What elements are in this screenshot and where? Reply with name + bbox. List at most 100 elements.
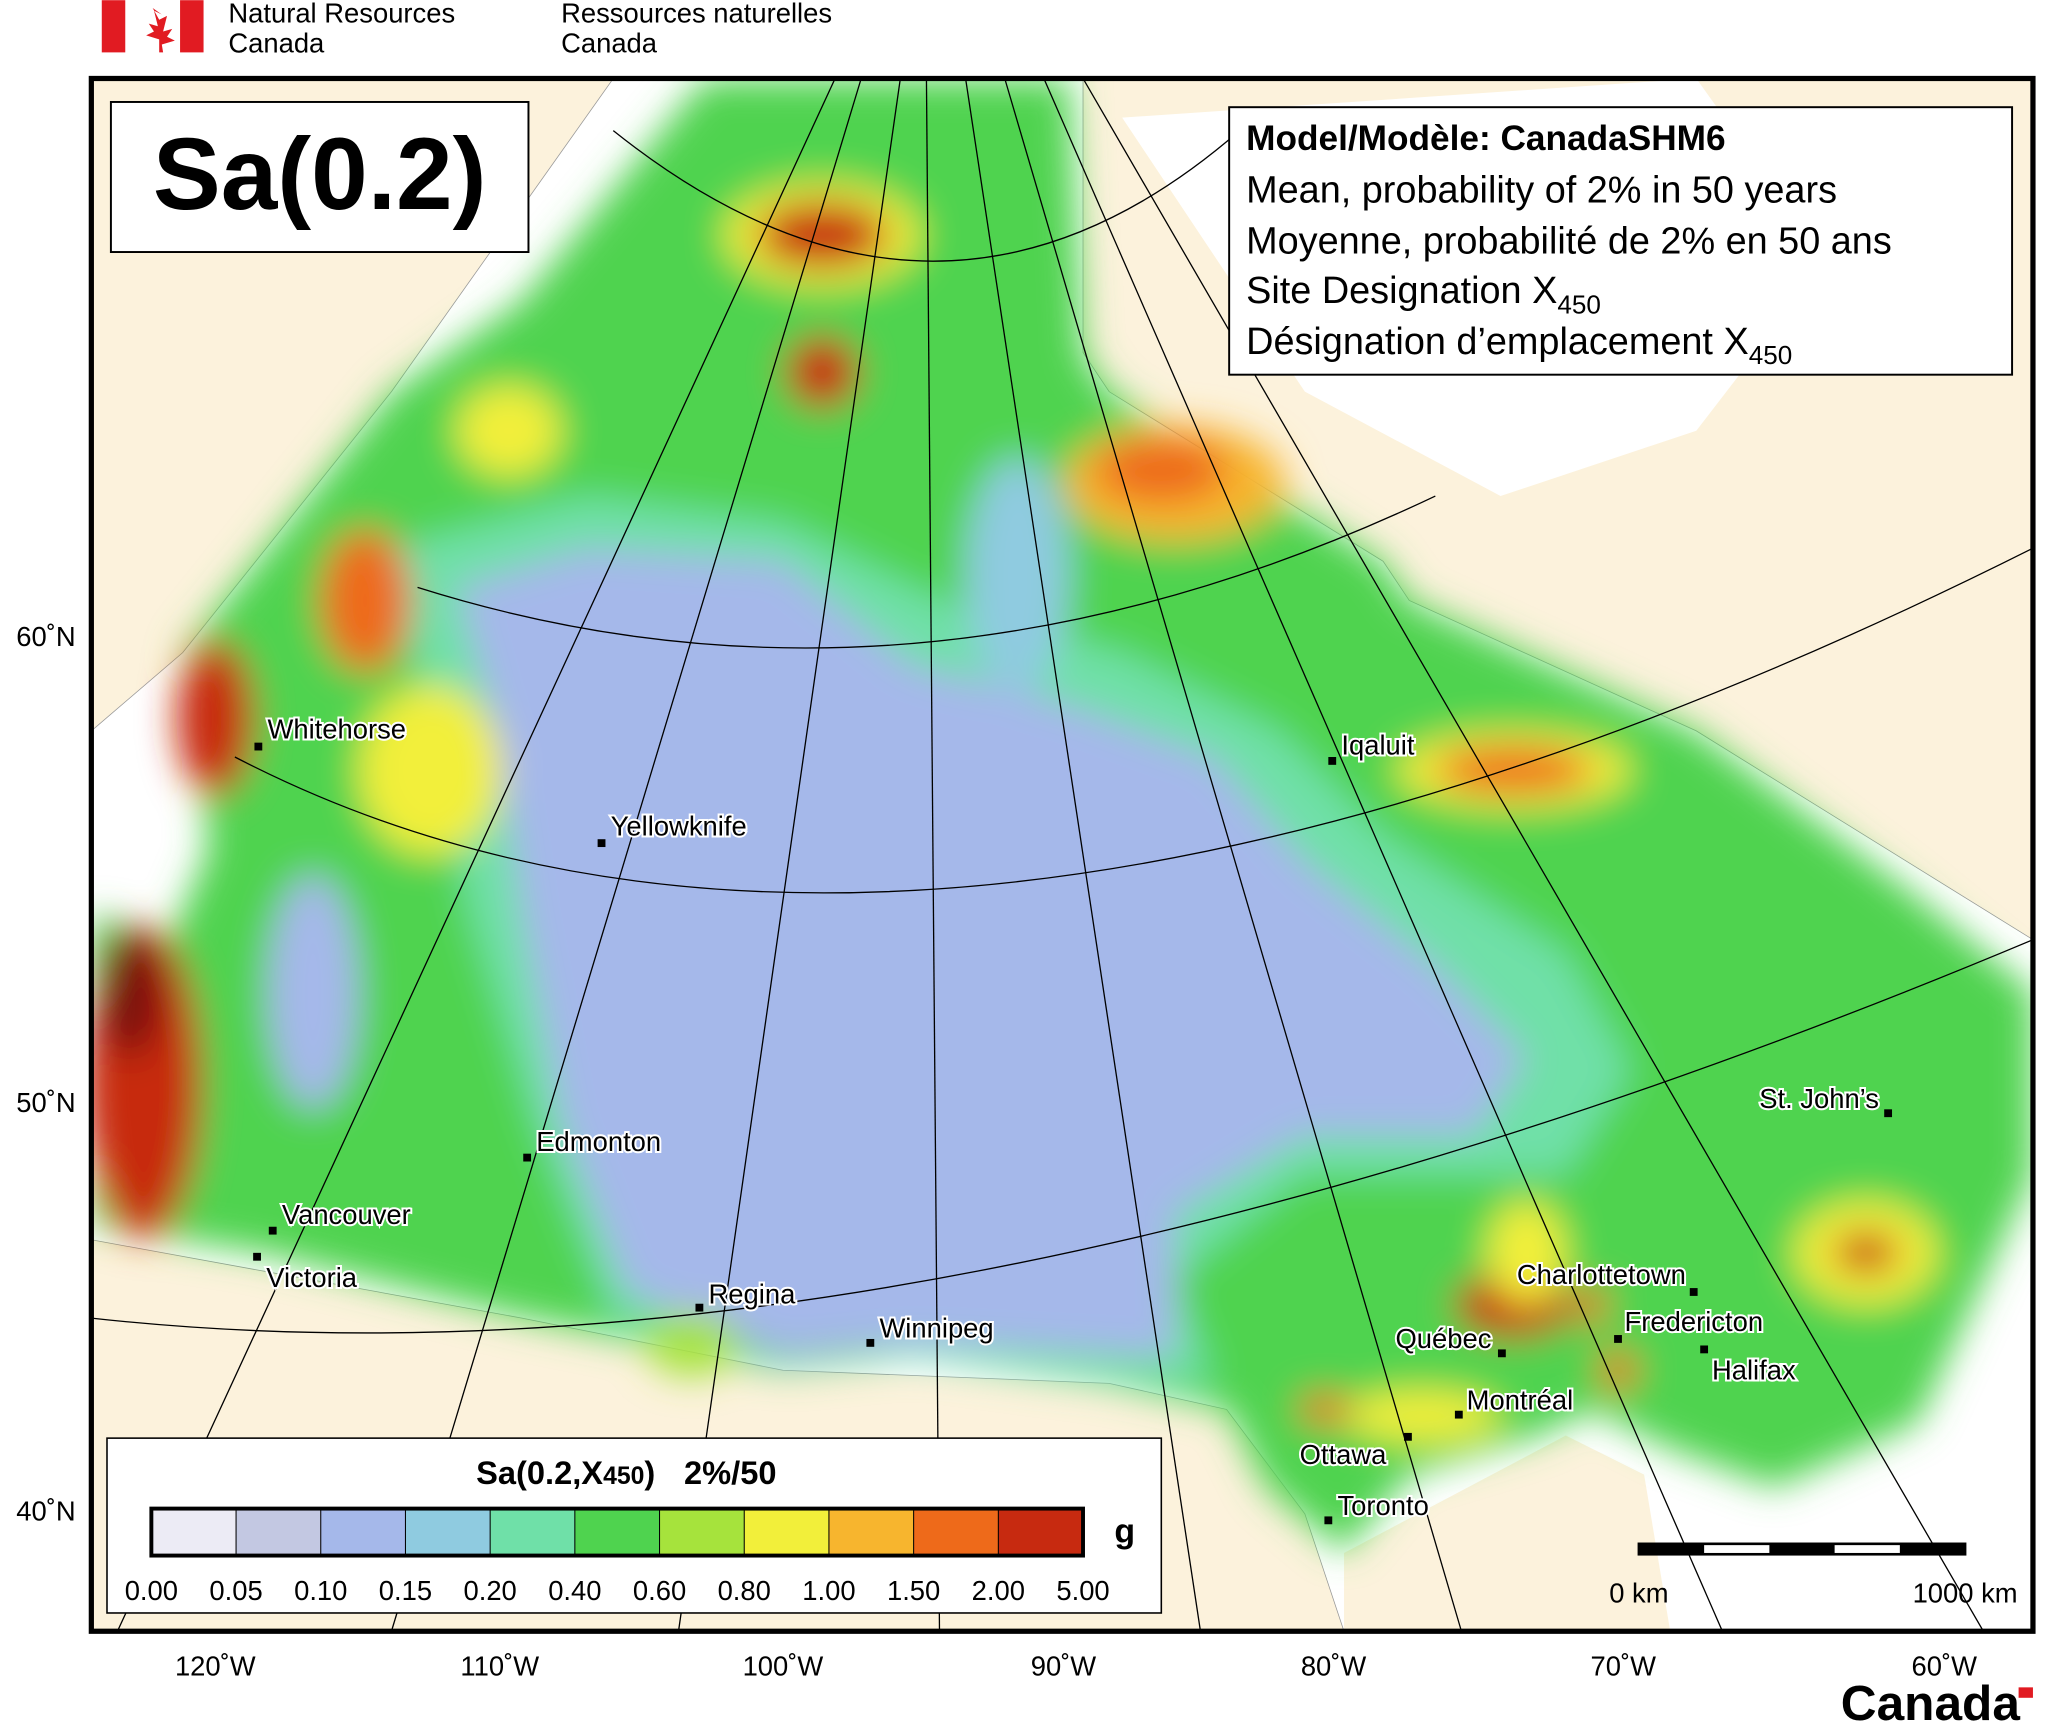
hazard-field bbox=[91, 78, 2033, 1553]
legend-title: Sa(0.2,X450) 2%/50 bbox=[476, 1454, 776, 1491]
hazard-zone bbox=[319, 528, 412, 673]
city-marker bbox=[254, 742, 263, 751]
model-text: Model/Modèle: CanadaSHM6 bbox=[1246, 119, 1725, 158]
city-marker bbox=[1454, 1410, 1463, 1419]
legend-swatch bbox=[490, 1508, 575, 1556]
map-title: Sa(0.2) bbox=[153, 117, 487, 231]
legend-swatch bbox=[574, 1508, 660, 1556]
lat-label: 60˚N bbox=[16, 621, 75, 652]
city-marker bbox=[1614, 1335, 1622, 1343]
city-label: St. John’s bbox=[1759, 1083, 1879, 1114]
lat-label: 50˚N bbox=[16, 1087, 75, 1118]
city-marker bbox=[1328, 757, 1337, 765]
wordmark-flag bbox=[2018, 1687, 2033, 1698]
lon-label: 70˚W bbox=[1591, 1651, 1657, 1682]
hazard-zone bbox=[1096, 437, 1227, 503]
city-marker bbox=[1689, 1288, 1698, 1296]
city-marker bbox=[523, 1153, 532, 1162]
city-marker bbox=[268, 1226, 277, 1235]
city-label: Regina bbox=[709, 1279, 797, 1310]
org-en: Natural Resources bbox=[228, 0, 455, 28]
legend-label: 1.00 bbox=[802, 1575, 855, 1606]
lon-label: 60˚W bbox=[1911, 1651, 1977, 1682]
city-label: Charlottetown bbox=[1517, 1259, 1686, 1290]
legend-unit: g bbox=[1114, 1513, 1135, 1551]
scale-label: 0 km bbox=[1609, 1578, 1668, 1609]
hazard-zone bbox=[358, 685, 503, 855]
org-en: Canada bbox=[228, 27, 325, 58]
hazard-zone bbox=[756, 202, 888, 268]
legend-label: 0.10 bbox=[294, 1575, 347, 1606]
hazard-zone bbox=[1598, 1350, 1638, 1390]
city-label: Ottawa bbox=[1300, 1439, 1388, 1470]
legend-swatch bbox=[236, 1508, 321, 1556]
hazard-zone bbox=[1298, 1393, 1351, 1426]
city-label: Iqaluit bbox=[1341, 729, 1414, 760]
lat-label: 40˚N bbox=[16, 1495, 75, 1526]
flag-logo bbox=[101, 0, 204, 53]
wordmark: Canada bbox=[1841, 1675, 2021, 1728]
info-text: Mean, probability of 2% in 50 years bbox=[1246, 169, 1837, 211]
legend-swatch bbox=[151, 1508, 237, 1556]
city-marker bbox=[1497, 1349, 1506, 1358]
city-marker bbox=[1700, 1345, 1709, 1354]
info-text: Moyenne, probabilité de 2% en 50 ans bbox=[1246, 220, 1892, 262]
legend-label: 0.60 bbox=[633, 1575, 686, 1606]
map-frame bbox=[88, 75, 2036, 1634]
legend-swatch bbox=[828, 1508, 914, 1556]
legend-swatch bbox=[998, 1508, 1084, 1556]
city-label: Québec bbox=[1396, 1323, 1492, 1354]
cities: Whitehorse Yellowknife Iqaluit Edmonton Vanc… bbox=[253, 712, 1893, 1525]
hazard-zone bbox=[456, 548, 1527, 1358]
city-marker bbox=[1884, 1109, 1893, 1118]
legend-swatch bbox=[320, 1508, 406, 1556]
city-label: Edmonton bbox=[536, 1126, 661, 1157]
legend-label: 0.80 bbox=[718, 1575, 771, 1606]
legend-label: 5.00 bbox=[1056, 1575, 1109, 1606]
legend-swatch bbox=[405, 1508, 491, 1556]
lon-label: 120˚W bbox=[175, 1651, 256, 1682]
legend-label: 2.00 bbox=[972, 1575, 1025, 1606]
hazard-zone bbox=[97, 926, 164, 1058]
lon-label: 100˚W bbox=[743, 1651, 824, 1682]
scale-label: 1000 km bbox=[1913, 1578, 2018, 1609]
info-box bbox=[1228, 106, 2014, 376]
legend-label: 0.05 bbox=[209, 1575, 262, 1606]
city-label: Toronto bbox=[1337, 1490, 1428, 1521]
city-label: Vancouver bbox=[282, 1199, 411, 1230]
city-label: Montréal bbox=[1467, 1384, 1574, 1415]
city-label: Victoria bbox=[266, 1262, 358, 1293]
legend-swatch bbox=[659, 1508, 745, 1556]
hazard-zone bbox=[456, 385, 562, 477]
hazard-zone bbox=[176, 639, 255, 797]
scale-bar bbox=[1637, 1542, 1967, 1556]
legend-label: 0.00 bbox=[125, 1575, 178, 1606]
hazard-zone bbox=[785, 335, 859, 409]
lon-label: 90˚W bbox=[1031, 1651, 1097, 1682]
info-text: Désignation d’emplacement X450 bbox=[1246, 321, 1792, 370]
city-label: Winnipeg bbox=[879, 1313, 993, 1344]
hazard-zone bbox=[267, 874, 359, 1110]
lon-label: 80˚W bbox=[1301, 1651, 1367, 1682]
hazard-zone bbox=[1833, 1233, 1899, 1273]
city-marker bbox=[866, 1338, 875, 1347]
hazard-zone bbox=[645, 1311, 738, 1377]
lon-label: 110˚W bbox=[460, 1651, 539, 1682]
legend-swatch bbox=[913, 1508, 999, 1556]
city-marker bbox=[695, 1303, 704, 1312]
city-label: Yellowknife bbox=[611, 810, 747, 841]
city-marker bbox=[597, 839, 606, 848]
org-fr: Ressources naturelles bbox=[561, 0, 832, 28]
hazard-zone bbox=[1435, 746, 1592, 794]
city-marker bbox=[253, 1252, 261, 1261]
title-box bbox=[109, 100, 530, 254]
graticule bbox=[91, 78, 2033, 1632]
hazard-zone bbox=[1343, 1389, 1501, 1443]
city-label: Halifax bbox=[1712, 1354, 1796, 1385]
org-fr: Canada bbox=[561, 27, 658, 58]
hazard-zone bbox=[965, 456, 1070, 692]
legend-label: 0.15 bbox=[379, 1575, 432, 1606]
legend-label: 1.50 bbox=[887, 1575, 940, 1606]
